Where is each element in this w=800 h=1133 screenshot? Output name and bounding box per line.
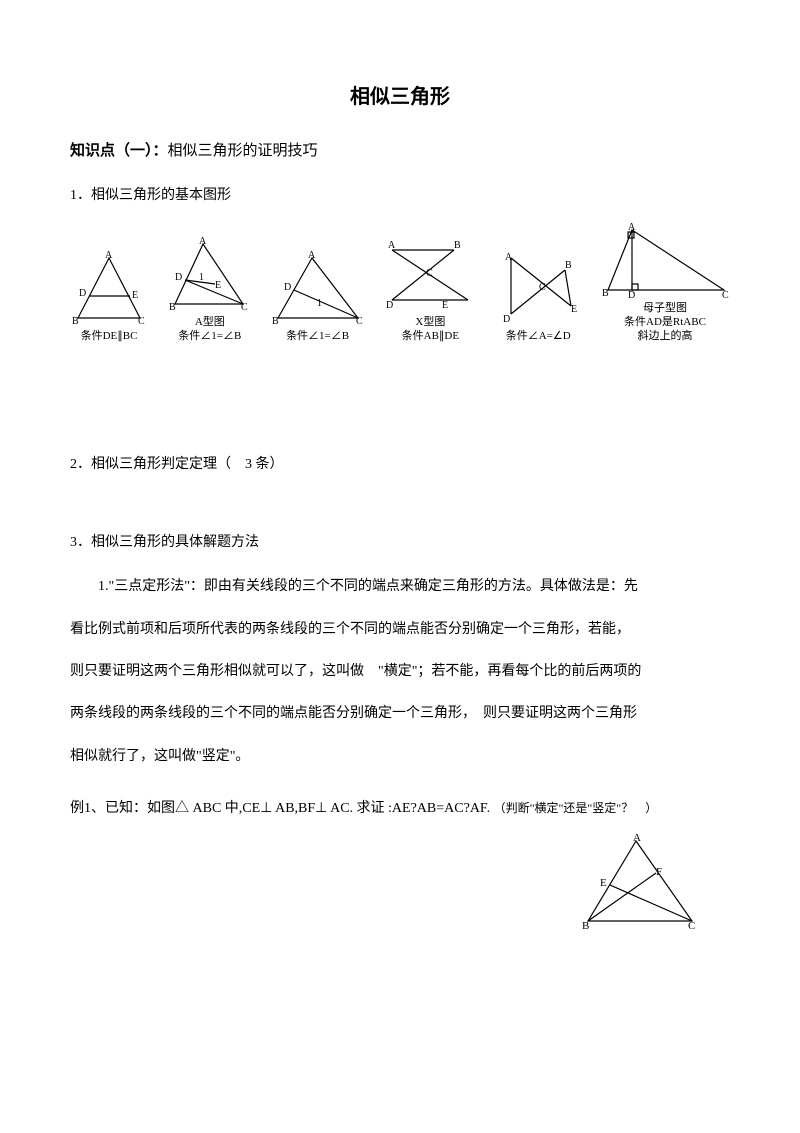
svg-text:B: B	[169, 302, 176, 313]
svg-text:C: C	[241, 302, 248, 313]
fig-5: A B C D E 条件∠A=∠D	[497, 250, 579, 344]
item-3: 3．相似三角形的具体解题方法	[70, 531, 730, 551]
svg-text:D: D	[175, 272, 182, 283]
svg-text:C: C	[722, 290, 729, 300]
svg-text:A: A	[628, 222, 636, 233]
fig-4-top: X型图	[415, 316, 445, 330]
fig-2: A D 1 E B C A型图 条件∠1=∠B	[169, 236, 251, 344]
svg-text:B: B	[272, 316, 279, 327]
svg-text:A: A	[505, 252, 513, 263]
svg-text:D: D	[628, 290, 635, 300]
para-2: 看比例式前项和后项所代表的两条线段的三个不同的端点能否分别确定一个三角形，若能，	[70, 612, 730, 648]
svg-text:B: B	[565, 260, 572, 271]
section-rest: 相似三角形的证明技巧	[168, 143, 318, 159]
svg-text:C: C	[138, 316, 145, 327]
fig-3-caption: 条件∠1=∠B	[286, 330, 349, 344]
para-1: 1."三点定形法"：即由有关线段的三个不同的端点来确定三角形的方法。具体做法是：…	[70, 569, 730, 605]
svg-text:D: D	[79, 288, 86, 299]
fig-4-caption: 条件AB∥DE	[402, 330, 459, 344]
svg-text:C: C	[356, 316, 363, 327]
fig-6-caption-b: 斜边上的高	[637, 330, 692, 344]
para-4: 两条线段的两条线段的三个不同的端点能否分别确定一个三角形， 则只要证明这两个三角…	[70, 696, 730, 732]
svg-text:E: E	[442, 300, 448, 311]
fig-6: A B D C 母子型图 条件AD是RtABC 斜边上的高	[600, 222, 730, 343]
para-3: 则只要证明这两个三角形相似就可以了，这叫做 "横定"；若不能，再看每个比的前后两…	[70, 654, 730, 690]
svg-text:B: B	[454, 240, 461, 251]
example-note: （判断"横定"还是"竖定"？ ）	[494, 801, 658, 815]
fig-1: A D E B C 条件DE∥BC	[70, 250, 148, 344]
svg-text:1: 1	[199, 272, 204, 283]
fig-4: A B C D E X型图 条件AB∥DE	[384, 236, 476, 344]
svg-text:C: C	[426, 268, 433, 279]
svg-text:C: C	[539, 282, 546, 293]
svg-text:F: F	[656, 866, 662, 878]
fig-3: A D 1 B C 条件∠1=∠B	[272, 250, 364, 344]
fig-1-caption: 条件DE∥BC	[81, 330, 138, 344]
svg-text:D: D	[284, 282, 291, 293]
page-title: 相似三角形	[70, 80, 730, 109]
item-2: 2．相似三角形判定定理（ 3 条）	[70, 453, 730, 473]
section-prefix: 知识点（一）：	[70, 143, 168, 159]
example-figure: A E F B C	[70, 833, 730, 933]
svg-text:E: E	[600, 877, 607, 889]
svg-text:A: A	[388, 240, 396, 251]
figure-row: A D E B C 条件DE∥BC A D 1 E B C	[70, 222, 730, 343]
svg-text:E: E	[132, 290, 138, 301]
svg-text:E: E	[215, 280, 221, 291]
svg-text:D: D	[386, 300, 393, 311]
para-5: 相似就行了，这叫做"竖定"。	[70, 739, 730, 775]
example-text: 例1、已知：如图△ ABC 中,CE⊥ AB,BF⊥ AC. 求证 :AE?AB…	[70, 801, 490, 816]
svg-text:A: A	[633, 833, 641, 844]
example-1: 例1、已知：如图△ ABC 中,CE⊥ AB,BF⊥ AC. 求证 :AE?AB…	[70, 795, 730, 823]
svg-text:A: A	[308, 250, 316, 261]
svg-text:D: D	[503, 314, 510, 325]
svg-text:1: 1	[317, 298, 322, 309]
section-heading: 知识点（一）：相似三角形的证明技巧	[70, 139, 730, 160]
item-1: 1．相似三角形的基本图形	[70, 184, 730, 204]
fig-2-caption: 条件∠1=∠B	[178, 330, 241, 344]
svg-text:C: C	[688, 920, 695, 932]
fig-6-top: 母子型图	[643, 302, 687, 316]
fig-2-top: A型图	[195, 316, 225, 330]
svg-text:B: B	[582, 920, 589, 932]
svg-text:A: A	[199, 236, 207, 247]
svg-text:A: A	[105, 250, 113, 261]
svg-text:E: E	[571, 304, 577, 315]
fig-6-caption-a: 条件AD是RtABC	[624, 316, 706, 330]
fig-5-caption: 条件∠A=∠D	[506, 330, 571, 344]
svg-text:B: B	[602, 288, 609, 299]
svg-text:B: B	[72, 316, 79, 327]
